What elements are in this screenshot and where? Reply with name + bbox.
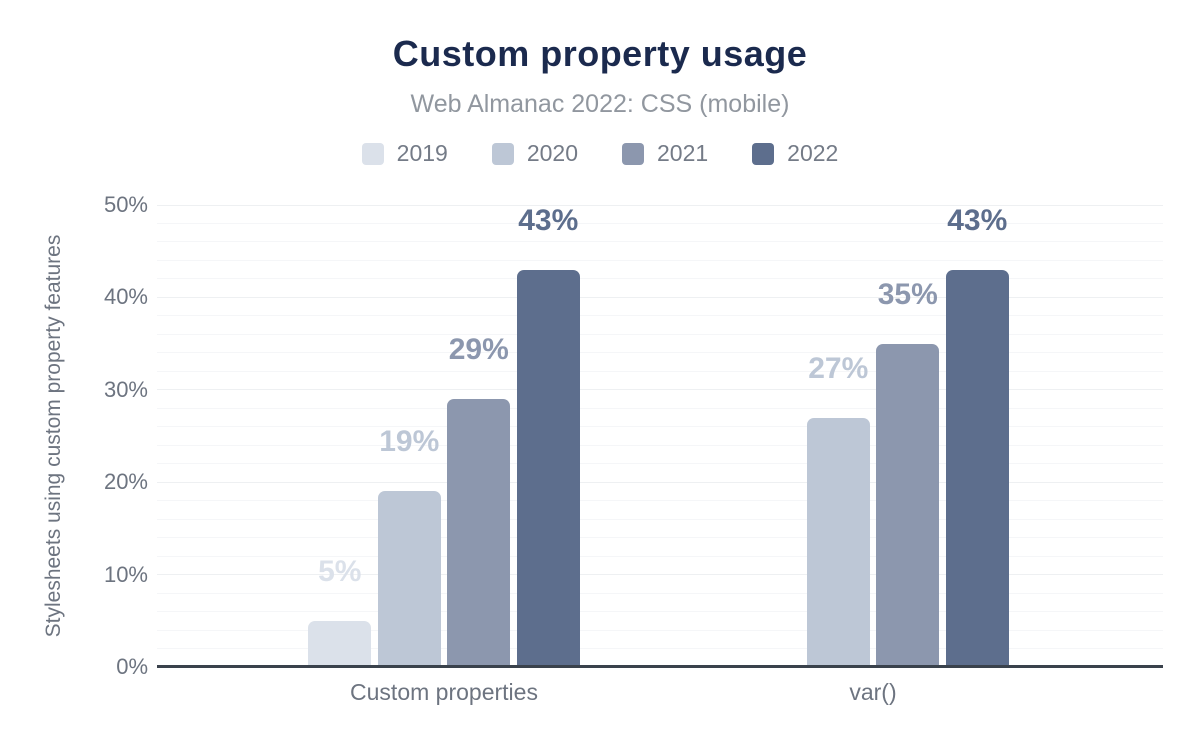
bar-var-2022[interactable] <box>945 269 1009 667</box>
gridline-16 <box>157 518 1163 520</box>
gridline-28 <box>157 407 1163 409</box>
bar-value-label-custom-properties-2019: 5% <box>318 554 362 588</box>
gridline-8 <box>157 592 1163 594</box>
gridline-46 <box>157 241 1163 243</box>
category-label-var: var() <box>849 679 897 705</box>
gridline-30 <box>157 389 1163 391</box>
gridline-18 <box>157 500 1163 502</box>
gridline-38 <box>157 315 1163 317</box>
gridline-32 <box>157 370 1163 372</box>
gridline-4 <box>157 629 1163 631</box>
bar-var-2021[interactable] <box>876 343 940 667</box>
gridline-44 <box>157 259 1163 261</box>
y-tick-0: 0% <box>116 654 148 679</box>
bar-custom-properties-2022[interactable] <box>516 269 580 667</box>
chart-title: Custom property usage <box>392 33 808 74</box>
legend-label-2021: 2021 <box>657 140 709 166</box>
legend-item-2019[interactable]: 2019 <box>361 140 448 167</box>
bar-var-2020[interactable] <box>806 417 870 667</box>
y-tick-30: 30% <box>103 376 148 402</box>
gridline-12 <box>157 555 1163 557</box>
gridline-50 <box>157 204 1163 206</box>
legend-swatch-2021 <box>622 142 644 165</box>
legend-label-2020: 2020 <box>526 140 578 166</box>
category-label-custom-properties: Custom properties <box>350 679 538 705</box>
legend-item-2020[interactable]: 2020 <box>491 140 578 167</box>
bar-value-label-custom-properties-2022: 43% <box>518 203 579 237</box>
gridline-48 <box>157 222 1163 224</box>
bar-value-label-custom-properties-2020: 19% <box>379 425 440 459</box>
legend-item-2022[interactable]: 2022 <box>752 140 838 167</box>
bar-custom-properties-2020[interactable] <box>377 491 441 667</box>
gridline-2 <box>157 648 1163 650</box>
chart-subtitle: Web Almanac 2022: CSS (mobile) <box>410 90 790 118</box>
bar-value-label-var-2022: 43% <box>947 203 1008 237</box>
bar-custom-properties-2019[interactable] <box>308 620 372 667</box>
gridline-40 <box>157 296 1163 298</box>
gridline-26 <box>157 426 1163 428</box>
bar-value-label-var-2021: 35% <box>877 277 938 311</box>
legend-item-2021[interactable]: 2021 <box>622 140 708 167</box>
plot-area: 5% 19% 29% 43% 27% 35% 43% <box>157 203 1163 668</box>
legend: 2019 2020 2021 2022 <box>0 140 1200 167</box>
legend-label-2019: 2019 <box>396 140 448 166</box>
legend-swatch-2019 <box>361 142 384 165</box>
gridline-6 <box>157 611 1163 613</box>
legend-label-2022: 2022 <box>787 140 839 166</box>
gridline-22 <box>157 463 1163 465</box>
gridline-20 <box>157 481 1163 483</box>
bar-custom-properties-2021[interactable] <box>447 399 511 667</box>
gridline-14 <box>157 537 1163 539</box>
gridline-24 <box>157 444 1163 446</box>
y-tick-20: 20% <box>103 469 148 495</box>
legend-swatch-2020 <box>491 142 514 165</box>
y-tick-10: 10% <box>103 561 148 587</box>
y-axis-title: Stylesheets using custom property featur… <box>42 234 65 638</box>
x-axis-line <box>157 665 1163 668</box>
bar-value-label-var-2020: 27% <box>808 351 869 385</box>
gridline-36 <box>157 333 1163 335</box>
gridline-34 <box>157 352 1163 354</box>
gridline-42 <box>157 278 1163 280</box>
gridline-10 <box>157 574 1163 576</box>
y-tick-40: 40% <box>103 284 148 310</box>
bar-value-label-custom-properties-2021: 29% <box>448 333 509 367</box>
y-tick-50: 50% <box>103 192 148 217</box>
legend-swatch-2022 <box>752 142 775 165</box>
